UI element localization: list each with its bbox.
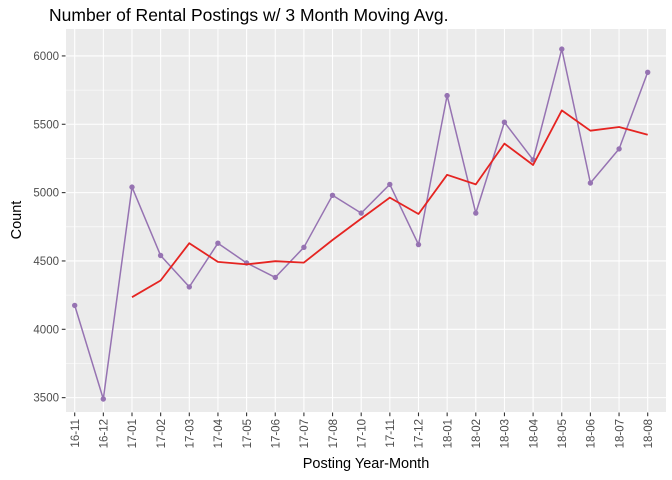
x-tick-label: 18-02 [471, 419, 483, 448]
x-tick-label: 17-01 [127, 419, 139, 448]
data-point [100, 396, 107, 402]
data-point [215, 240, 221, 246]
y-tick-label: 4500 [33, 256, 59, 268]
data-point [387, 181, 393, 188]
data-point [645, 69, 651, 76]
y-axis-title: Count [9, 200, 25, 240]
x-tick-label: 17-12 [414, 419, 426, 448]
x-tick-label: 17-02 [156, 419, 168, 448]
data-point [444, 92, 450, 99]
series-line-3-month-moving-avg [131, 109, 648, 298]
y-tick-label: 4000 [33, 324, 59, 336]
y-tick-label: 3500 [33, 393, 59, 405]
x-tick-label: 17-07 [299, 419, 311, 448]
x-tick-label: 18-07 [614, 419, 626, 448]
data-point [559, 46, 565, 52]
x-tick-label: 18-05 [557, 419, 569, 448]
x-tick-label: 18-06 [586, 419, 598, 448]
panel-background [66, 29, 666, 412]
data-point [129, 184, 135, 190]
y-tick-label: 5000 [33, 188, 59, 200]
data-point [157, 252, 164, 259]
data-point [301, 244, 307, 250]
data-point [272, 274, 278, 281]
x-tick-label: 17-11 [385, 419, 397, 448]
data-point [473, 210, 479, 216]
x-tick-label: 17-03 [185, 419, 197, 448]
x-tick-label: 18-03 [500, 419, 512, 448]
x-tick-label: 17-05 [242, 419, 254, 448]
data-point [72, 302, 78, 309]
y-tick-label: 5500 [33, 119, 59, 131]
x-axis-title: Posting Year-Month [302, 456, 430, 472]
data-point [186, 284, 192, 290]
x-tick-label: 18-04 [528, 418, 540, 448]
data-point [415, 241, 422, 248]
data-point [587, 180, 594, 186]
x-tick-label: 17-04 [213, 418, 225, 448]
data-point [501, 119, 508, 125]
data-point [329, 192, 336, 198]
y-tick-label: 6000 [33, 51, 59, 63]
x-tick-label: 17-10 [356, 419, 368, 448]
x-tick-label: 18-08 [643, 419, 655, 448]
data-point [616, 146, 622, 152]
chart-title: Number of Rental Postings w/ 3 Month Mov… [49, 5, 449, 25]
x-tick-label: 17-08 [328, 419, 340, 448]
x-tick-label: 16-12 [99, 419, 111, 448]
x-tick-label: 16-11 [70, 419, 82, 448]
data-point [358, 210, 364, 216]
x-tick-label: 18-01 [442, 419, 454, 448]
x-tick-label: 17-06 [270, 419, 282, 448]
